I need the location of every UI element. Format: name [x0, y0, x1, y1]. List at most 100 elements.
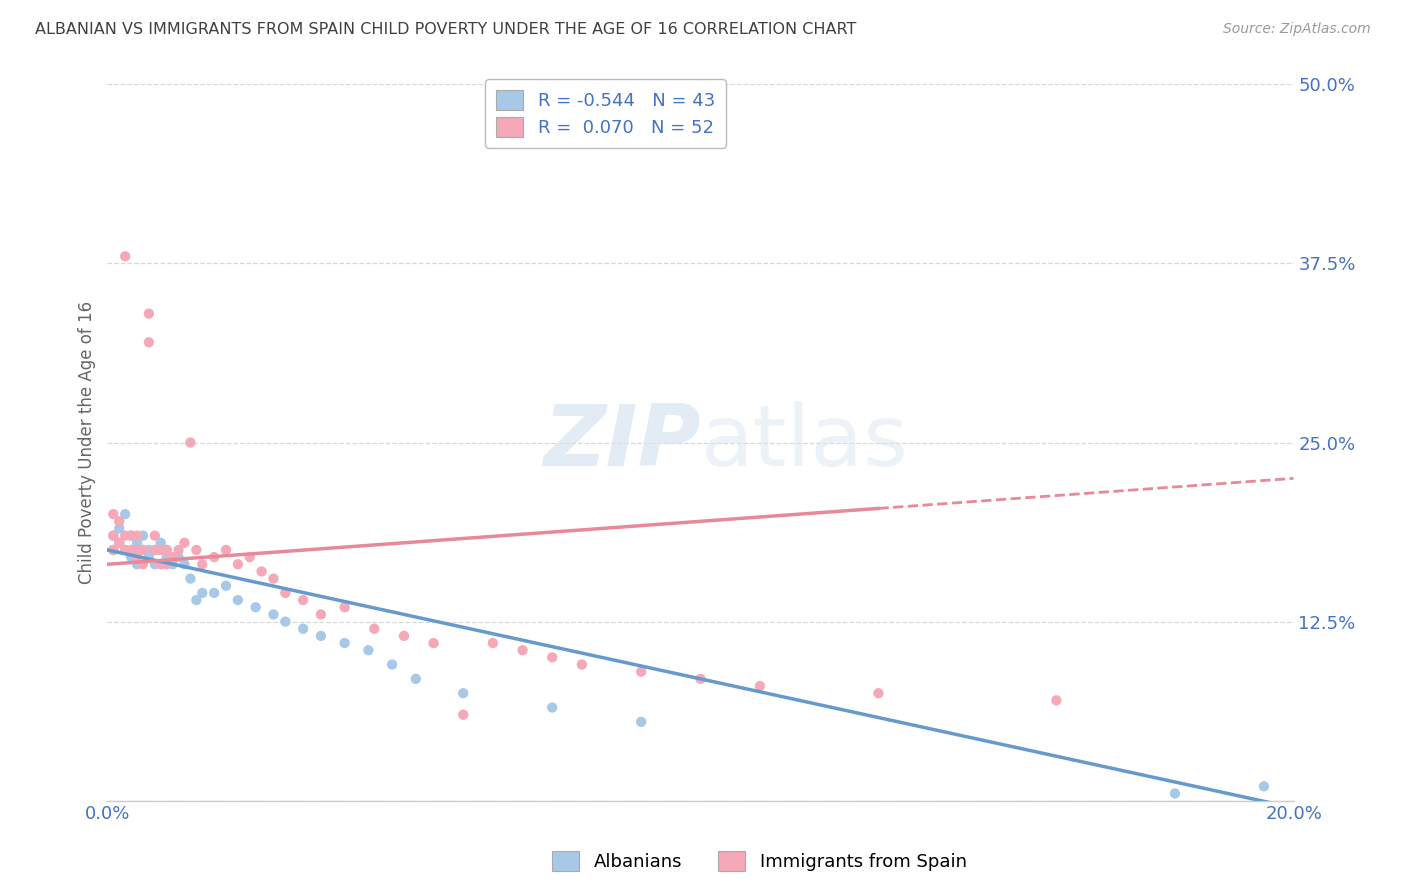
Point — [103, 543, 125, 558]
Point — [125, 558, 148, 572]
Point — [120, 528, 142, 542]
Point — [143, 558, 166, 572]
Point — [333, 600, 356, 615]
Point — [1253, 779, 1275, 793]
Point — [132, 528, 155, 542]
Point — [309, 629, 332, 643]
Point — [512, 643, 534, 657]
Text: Source: ZipAtlas.com: Source: ZipAtlas.com — [1223, 22, 1371, 37]
Point — [191, 586, 214, 600]
Point — [1045, 693, 1067, 707]
Point — [108, 536, 131, 550]
Point — [179, 572, 201, 586]
Point — [108, 514, 131, 528]
Point — [103, 507, 125, 521]
Point — [167, 543, 190, 558]
Point — [381, 657, 404, 672]
Point — [482, 636, 505, 650]
Point — [114, 249, 136, 263]
Point — [173, 536, 195, 550]
Point — [748, 679, 770, 693]
Point — [103, 543, 125, 558]
Point — [186, 543, 208, 558]
Text: atlas: atlas — [700, 401, 908, 484]
Point — [114, 507, 136, 521]
Point — [103, 528, 125, 542]
Point — [333, 636, 356, 650]
Point — [132, 558, 155, 572]
Point — [149, 558, 172, 572]
Point — [392, 629, 415, 643]
Point — [120, 528, 142, 542]
Legend: Albanians, Immigrants from Spain: Albanians, Immigrants from Spain — [544, 844, 974, 879]
Point — [156, 550, 179, 565]
Y-axis label: Child Poverty Under the Age of 16: Child Poverty Under the Age of 16 — [79, 301, 96, 584]
Point — [274, 586, 297, 600]
Point — [868, 686, 890, 700]
Text: ZIP: ZIP — [543, 401, 700, 484]
Point — [179, 435, 201, 450]
Point — [215, 543, 238, 558]
Point — [149, 543, 172, 558]
Point — [125, 528, 148, 542]
Point — [120, 550, 142, 565]
Point — [114, 543, 136, 558]
Point — [262, 607, 284, 622]
Point — [143, 528, 166, 542]
Point — [262, 572, 284, 586]
Point — [125, 550, 148, 565]
Point — [292, 593, 315, 607]
Point — [149, 536, 172, 550]
Point — [422, 636, 444, 650]
Point — [363, 622, 385, 636]
Point — [202, 550, 225, 565]
Point — [451, 707, 474, 722]
Point — [156, 558, 179, 572]
Point — [138, 335, 160, 350]
Point — [103, 528, 125, 542]
Point — [132, 543, 155, 558]
Point — [138, 543, 160, 558]
Text: ALBANIAN VS IMMIGRANTS FROM SPAIN CHILD POVERTY UNDER THE AGE OF 16 CORRELATION : ALBANIAN VS IMMIGRANTS FROM SPAIN CHILD … — [35, 22, 856, 37]
Point — [120, 543, 142, 558]
Point — [274, 615, 297, 629]
Point — [292, 622, 315, 636]
Point — [132, 543, 155, 558]
Point — [202, 586, 225, 600]
Point — [138, 550, 160, 565]
Point — [114, 543, 136, 558]
Point — [239, 550, 262, 565]
Point — [143, 543, 166, 558]
Point — [162, 550, 184, 565]
Point — [226, 593, 249, 607]
Point — [630, 665, 652, 679]
Point — [143, 543, 166, 558]
Point — [167, 550, 190, 565]
Point — [630, 714, 652, 729]
Point — [149, 543, 172, 558]
Point — [138, 307, 160, 321]
Point — [245, 600, 267, 615]
Point — [125, 536, 148, 550]
Point — [156, 543, 179, 558]
Point — [156, 543, 179, 558]
Point — [173, 558, 195, 572]
Point — [162, 558, 184, 572]
Point — [215, 579, 238, 593]
Point — [114, 528, 136, 542]
Point — [571, 657, 593, 672]
Point — [186, 593, 208, 607]
Point — [1164, 787, 1187, 801]
Point — [125, 543, 148, 558]
Legend: R = -0.544   N = 43, R =  0.070   N = 52: R = -0.544 N = 43, R = 0.070 N = 52 — [485, 79, 725, 148]
Point — [226, 558, 249, 572]
Point — [108, 521, 131, 535]
Point — [250, 565, 273, 579]
Point — [541, 650, 564, 665]
Point — [309, 607, 332, 622]
Point — [541, 700, 564, 714]
Point — [108, 536, 131, 550]
Point — [689, 672, 711, 686]
Point — [357, 643, 380, 657]
Point — [191, 558, 214, 572]
